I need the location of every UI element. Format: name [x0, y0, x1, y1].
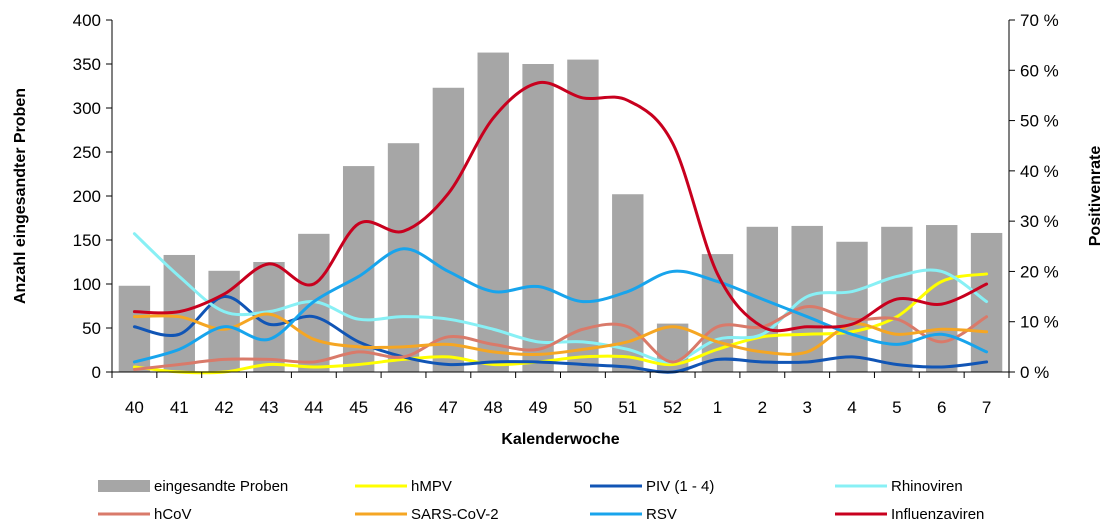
- x-tick-label: 46: [394, 398, 413, 417]
- legend-swatch-eingesandte-proben: [98, 480, 150, 492]
- line-group: [132, 80, 989, 375]
- x-tick-label: 3: [802, 398, 811, 417]
- legend-label-hmpv: hMPV: [411, 478, 452, 495]
- legend-label-sars-cov-2: SARS-CoV-2: [411, 506, 499, 523]
- x-axis-title: Kalenderwoche: [501, 431, 619, 448]
- x-tick-label: 1: [713, 398, 722, 417]
- legend-label-rhinoviren: Rhinoviren: [891, 478, 963, 495]
- bar-4: [836, 241, 868, 372]
- y-tick-label-right: 20 %: [1020, 262, 1059, 281]
- bar-48: [477, 52, 509, 373]
- x-tick-label: 2: [758, 398, 767, 417]
- x-tick-label: 51: [618, 398, 637, 417]
- y-tick-label-left: 400: [73, 11, 101, 30]
- x-tick-label: 4: [847, 398, 856, 417]
- bar-49: [522, 64, 554, 372]
- x-tick-label: 6: [937, 398, 946, 417]
- legend: eingesandte Proben hMPV PIV (1 - 4) Rhinovi…: [98, 478, 984, 523]
- y-tick-label-left: 150: [73, 231, 101, 250]
- x-tick-label: 40: [125, 398, 144, 417]
- bar-47: [432, 87, 465, 372]
- x-tick-label: 41: [170, 398, 189, 417]
- y-tick-label-right: 70 %: [1020, 11, 1059, 30]
- x-tick-label: 42: [215, 398, 234, 417]
- y-tick-label-right: 40 %: [1020, 162, 1059, 181]
- legend-label-eingesandte-proben: eingesandte Proben: [154, 478, 288, 495]
- x-tick-label: 52: [663, 398, 682, 417]
- bar-46: [387, 143, 420, 372]
- y-tick-label-left: 200: [73, 187, 101, 206]
- series-line-influenzaviren: [132, 80, 989, 333]
- y-axis-title-right: Positivenrate: [1087, 146, 1104, 247]
- y-tick-label-right: 60 %: [1020, 61, 1059, 80]
- x-tick-label: 44: [304, 398, 323, 417]
- series-line-piv-1-4: [132, 295, 989, 374]
- y-tick-label-right: 30 %: [1020, 212, 1059, 231]
- bar-3: [791, 225, 823, 372]
- y-axis-title-left: Anzahl eingesandter Proben: [12, 88, 29, 304]
- bar-6: [926, 225, 958, 372]
- bar-group: [118, 52, 1003, 373]
- y-tick-label-right: 0 %: [1020, 363, 1049, 382]
- legend-label-influenzaviren: Influenzaviren: [891, 506, 984, 523]
- series-line-rhinoviren: [132, 232, 989, 364]
- x-tick-label: 47: [439, 398, 458, 417]
- x-tick-label: 45: [349, 398, 368, 417]
- series-line-hcov: [132, 305, 989, 371]
- x-tick-label: 50: [573, 398, 592, 417]
- y-tick-label-left: 250: [73, 143, 101, 162]
- x-tick-label: 5: [892, 398, 901, 417]
- x-tick-label: 7: [982, 398, 991, 417]
- y-tick-label-left: 100: [73, 275, 101, 294]
- y-tick-label-right: 50 %: [1020, 112, 1059, 131]
- legend-label-rsv: RSV: [646, 506, 677, 523]
- x-tick-label: 49: [529, 398, 548, 417]
- y-tick-label-left: 350: [73, 55, 101, 74]
- y-tick-label-left: 300: [73, 99, 101, 118]
- legend-label-piv-1-4: PIV (1 - 4): [646, 478, 714, 495]
- bar-50: [567, 59, 599, 372]
- y-tick-label-left: 50: [82, 319, 101, 338]
- series-line-rsv: [132, 247, 989, 364]
- legend-label-hcov: hCoV: [154, 506, 192, 523]
- x-tick-label: 48: [484, 398, 503, 417]
- y-tick-label-left: 0: [92, 363, 101, 382]
- x-tick-label: 43: [260, 398, 279, 417]
- y-tick-label-right: 10 %: [1020, 313, 1059, 332]
